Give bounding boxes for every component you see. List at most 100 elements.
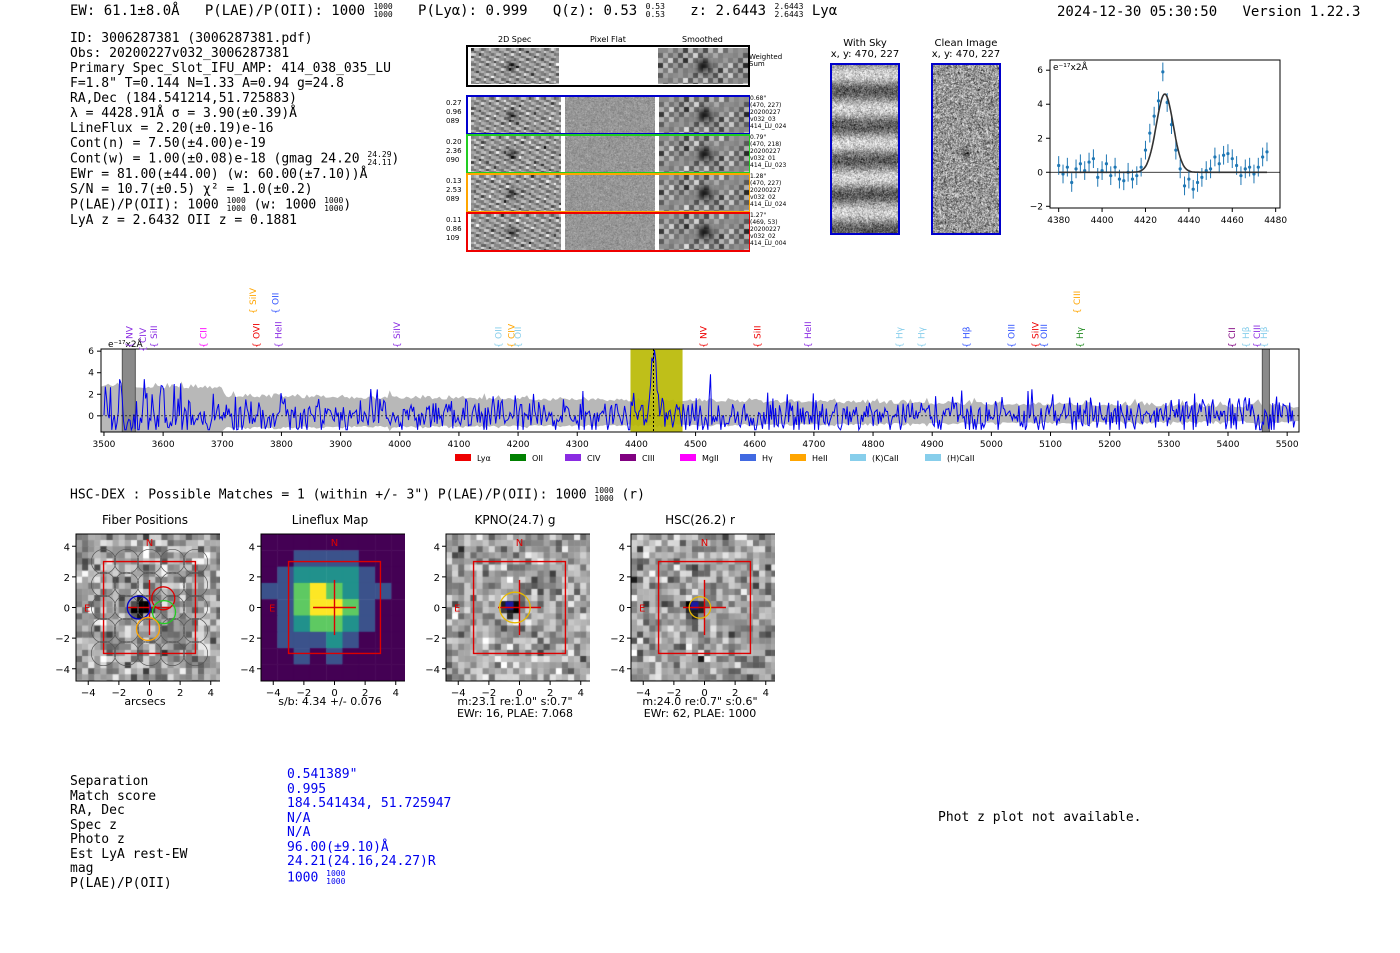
cutout-right-stat: 0.79" xyxy=(750,134,767,141)
spectrum-line-label-brace: { xyxy=(1253,342,1263,348)
match-labels: Separation Match score RA, Dec Spec z Ph… xyxy=(70,774,187,891)
info-primary: Primary Spec_Slot_IFU_AMP: 414_038_035_L… xyxy=(70,61,391,76)
weighted-sum-label: Weighted Sum xyxy=(749,53,783,68)
zoom-data-point xyxy=(1091,157,1095,161)
weighted-sum-row xyxy=(466,45,750,87)
header-right: 2024-12-30 05:30:50 Version 1.22.3 xyxy=(1057,5,1360,20)
fiber-circle xyxy=(159,640,186,667)
cutout-right-stat: 414_LU_024 xyxy=(750,123,787,130)
zoom-data-point xyxy=(1148,131,1152,135)
spectrum-line-label: OII xyxy=(495,327,505,339)
info-ewr: EWr = 81.00(±44.00) (w: 60.00(±7.10))Å xyxy=(70,167,368,182)
fiber-circle xyxy=(136,617,163,644)
zoom-data-point xyxy=(1065,165,1069,169)
spectrum-line-label-brace: { xyxy=(249,308,259,314)
zoom-y-tick-label: 6 xyxy=(1037,66,1043,76)
spectrum-x-tick-label: 3600 xyxy=(152,440,175,450)
zoom-data-point xyxy=(1139,165,1143,169)
panel-aperture xyxy=(688,596,712,619)
match-value-separation: 0.541389" xyxy=(287,767,358,782)
info-lyaz: LyA z = 2.6432 OII z = 0.1881 xyxy=(70,213,297,228)
legend-swatch xyxy=(790,454,806,461)
cutout-right-stat: 20200227 xyxy=(750,148,781,155)
panel-title: Fiber Positions xyxy=(101,513,189,527)
spectrum-line-label-brace: { xyxy=(125,342,135,348)
panel-x-tick-label: 4 xyxy=(578,688,584,699)
photz-message: Phot z plot not available. xyxy=(938,810,1142,825)
zoom-data-point xyxy=(1087,160,1091,164)
match-value-plae: 1000 xyxy=(287,870,319,885)
zoom-data-point xyxy=(1265,150,1269,154)
spectrum-line-label-brace: { xyxy=(699,342,709,348)
spectrum-line-label: HeII xyxy=(804,321,814,339)
legend-label: Lyα xyxy=(477,454,491,463)
header-z-line: Lyα xyxy=(811,3,838,19)
info-plae-hi: 1000 xyxy=(226,196,246,205)
weighted-smoothed-image xyxy=(658,48,748,84)
header-z: z: 2.6443 xyxy=(690,3,767,19)
panel-x-tick-label: 0 xyxy=(331,688,337,699)
header-timestamp: 2024-12-30 05:30:50 xyxy=(1057,4,1218,20)
spectrum-y-tick-label: 4 xyxy=(88,369,94,379)
panel-caption: arcsecs xyxy=(60,696,230,708)
panel-x-tick-label: 2 xyxy=(732,688,738,699)
info-plae: P(LAE)/P(OII): 1000 xyxy=(70,197,219,213)
fiber-circle xyxy=(136,594,163,621)
header-plae-hi: 1000 xyxy=(373,2,393,11)
spectrum-line-label: Hγ xyxy=(918,326,928,339)
zoom-data-point xyxy=(1230,157,1234,161)
spectrum-line-label: SiII xyxy=(150,325,160,339)
spectrum-line-label: NV xyxy=(699,325,709,339)
spectrum-line-label: CIV xyxy=(508,323,518,339)
fiber-circle xyxy=(90,571,117,598)
fiber-circle xyxy=(113,594,140,621)
cutout-right-stat: 414_LU_004 xyxy=(750,240,787,247)
spectrum-line-label-brace: { xyxy=(272,308,282,314)
panel-y-tick-label: −2 xyxy=(610,634,625,645)
zoom-data-point xyxy=(1117,177,1122,181)
spectrum-line-label: CII xyxy=(1228,327,1238,339)
cutout-left-stat: 0.13 xyxy=(446,177,462,185)
fiber-highlight-circle xyxy=(151,599,177,625)
zoom-data-point xyxy=(1204,168,1208,173)
spectrum-x-tick-label: 5000 xyxy=(980,440,1003,450)
info-block: ID: 3006287381 (3006287381.pdf) Obs: 202… xyxy=(70,31,399,228)
panel-x-tick-label: −2 xyxy=(667,688,682,699)
spectrum-y-tick-label: 0 xyxy=(88,412,94,422)
match-label-specz: Spec z xyxy=(70,817,117,833)
panel-y-tick-label: −2 xyxy=(240,634,255,645)
fiber-circle xyxy=(182,594,209,621)
panel-caption-line: m:24.0 re:0.7" s:0.6" xyxy=(642,695,758,708)
spectrum-line-label: Hβ xyxy=(1260,326,1270,339)
spectrum-line-label-brace: { xyxy=(514,342,524,348)
panel-y-tick-label: −4 xyxy=(425,665,440,676)
spectrum-x-tick-label: 3900 xyxy=(329,440,352,450)
panel-north-label: N xyxy=(146,538,153,549)
zoom-data-point xyxy=(1122,179,1126,183)
legend-swatch xyxy=(565,454,581,461)
fiber-circle xyxy=(182,571,209,598)
spectrum-y-tick-label: 2 xyxy=(88,390,94,400)
info-contw-row: Cont(w) = 1.00(±0.08)e-18 (gmag 24.20 24… xyxy=(70,150,400,167)
panel-x-tick-label: −4 xyxy=(636,688,651,699)
zoom-data-point xyxy=(1078,162,1082,166)
legend-swatch xyxy=(850,454,866,461)
cutout-right-stat: 1.28" xyxy=(750,173,767,180)
spectrum-line-label: CII xyxy=(199,327,209,339)
zoom-data-point xyxy=(1243,167,1247,171)
spectrum-line-label: CIII xyxy=(1253,325,1263,339)
panel-y-tick-label: −4 xyxy=(240,665,255,676)
info-contw: Cont(w) = 1.00(±0.08)e-18 (gmag 24.20 xyxy=(70,151,360,167)
panel-y-tick-label: 0 xyxy=(249,604,255,615)
panel-plot: N E −4 −2 0 2 4 4 2 0 −2 −4 xyxy=(425,533,590,699)
spectrum-line-label-brace: { xyxy=(508,342,518,348)
match-value-photoz: N/A xyxy=(287,825,311,840)
panel-title: Lineflux Map xyxy=(291,513,369,527)
panel-x-tick-label: −4 xyxy=(81,688,96,699)
zoom-data-point xyxy=(1235,163,1239,168)
match-label-plae: P(LAE)/P(OII) xyxy=(70,875,172,891)
info-obs: Obs: 20200227v032_3006287381 xyxy=(70,46,290,61)
clean-image-title: Clean Image x, y: 470, 227 xyxy=(923,38,1009,60)
info-contw-hi: 24.29 xyxy=(367,150,392,159)
header-z-lo: 2.6443 xyxy=(774,10,804,19)
